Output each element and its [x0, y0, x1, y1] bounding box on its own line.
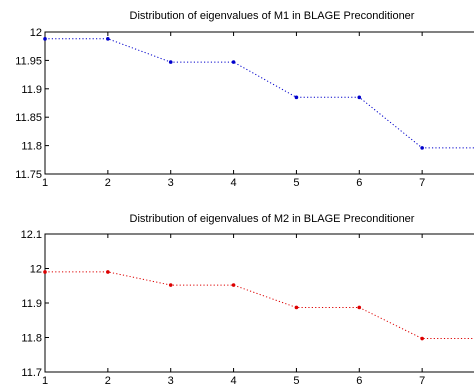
data-point-m2: [106, 270, 110, 274]
data-point-m2: [168, 283, 173, 287]
data-point-m1: [420, 146, 424, 150]
y-tick-label: 12: [30, 27, 42, 39]
y-tick-label: 12.1: [21, 229, 42, 241]
x-tick-label: 7: [419, 177, 425, 189]
x-tick-label: 3: [168, 177, 174, 189]
x-tick-label: 2: [105, 177, 111, 189]
data-point-m1: [294, 95, 299, 100]
data-point-m1: [357, 95, 362, 100]
y-tick-label: 11.7: [21, 367, 42, 379]
y-tick-label: 11.95: [15, 55, 42, 67]
x-tick-label: 5: [293, 177, 299, 189]
x-tick-label: 1: [42, 375, 48, 387]
x-axis-m2: 1 2 3 4 5 6 7: [42, 234, 425, 387]
x-tick-label: 7: [419, 375, 425, 387]
data-point-m1: [168, 60, 173, 64]
x-tick-label: 2: [105, 375, 111, 387]
y-tick-label: 11.8: [21, 141, 42, 153]
series-line-m2: [45, 271, 474, 339]
data-point-m2: [43, 270, 47, 274]
y-tick-label: 11.8: [21, 333, 42, 345]
y-tick-label: 11.9: [21, 298, 42, 310]
x-tick-label: 1: [42, 177, 48, 189]
series-m1: [43, 37, 474, 150]
series-m2: [43, 270, 474, 341]
chart-panel-m2: Distribution of eigenvalues of M2 in BLA…: [21, 213, 474, 387]
x-tick-label: 5: [293, 375, 299, 387]
x-tick-label: 6: [356, 177, 362, 189]
x-tick-label: 4: [231, 375, 237, 387]
x-axis-m1: 1 2 3 4 5 6 7: [42, 32, 425, 189]
y-tick-label: 11.85: [15, 112, 42, 124]
chart-panel-m1: Distribution of eigenvalues of M1 in BLA…: [15, 10, 474, 189]
data-point-m2: [294, 305, 299, 310]
x-tick-label: 4: [231, 177, 237, 189]
plot-area-m2: [44, 233, 474, 373]
data-point-m1: [231, 60, 236, 64]
data-point-m2: [231, 283, 236, 287]
y-tick-label: 11.9: [21, 84, 42, 96]
data-point-m2: [420, 336, 424, 341]
chart-title-m1: Distribution of eigenvalues of M1 in BLA…: [130, 10, 415, 22]
y-axis-m2: 11.7 11.8 11.9 12 12.1: [21, 229, 49, 379]
plot-area-m1: [44, 31, 474, 175]
data-point-m1: [106, 37, 110, 41]
y-axis-m1: 11.75 11.8 11.85 11.9 11.95 12: [15, 27, 49, 181]
data-point-m2: [357, 305, 362, 310]
y-tick-label: 11.75: [15, 169, 42, 181]
chart-title-m2: Distribution of eigenvalues of M2 in BLA…: [130, 213, 415, 225]
y-tick-label: 12: [30, 264, 42, 276]
series-line-m1: [45, 38, 474, 149]
x-tick-label: 3: [168, 375, 174, 387]
data-point-m1: [43, 37, 47, 41]
x-tick-label: 6: [356, 375, 362, 387]
